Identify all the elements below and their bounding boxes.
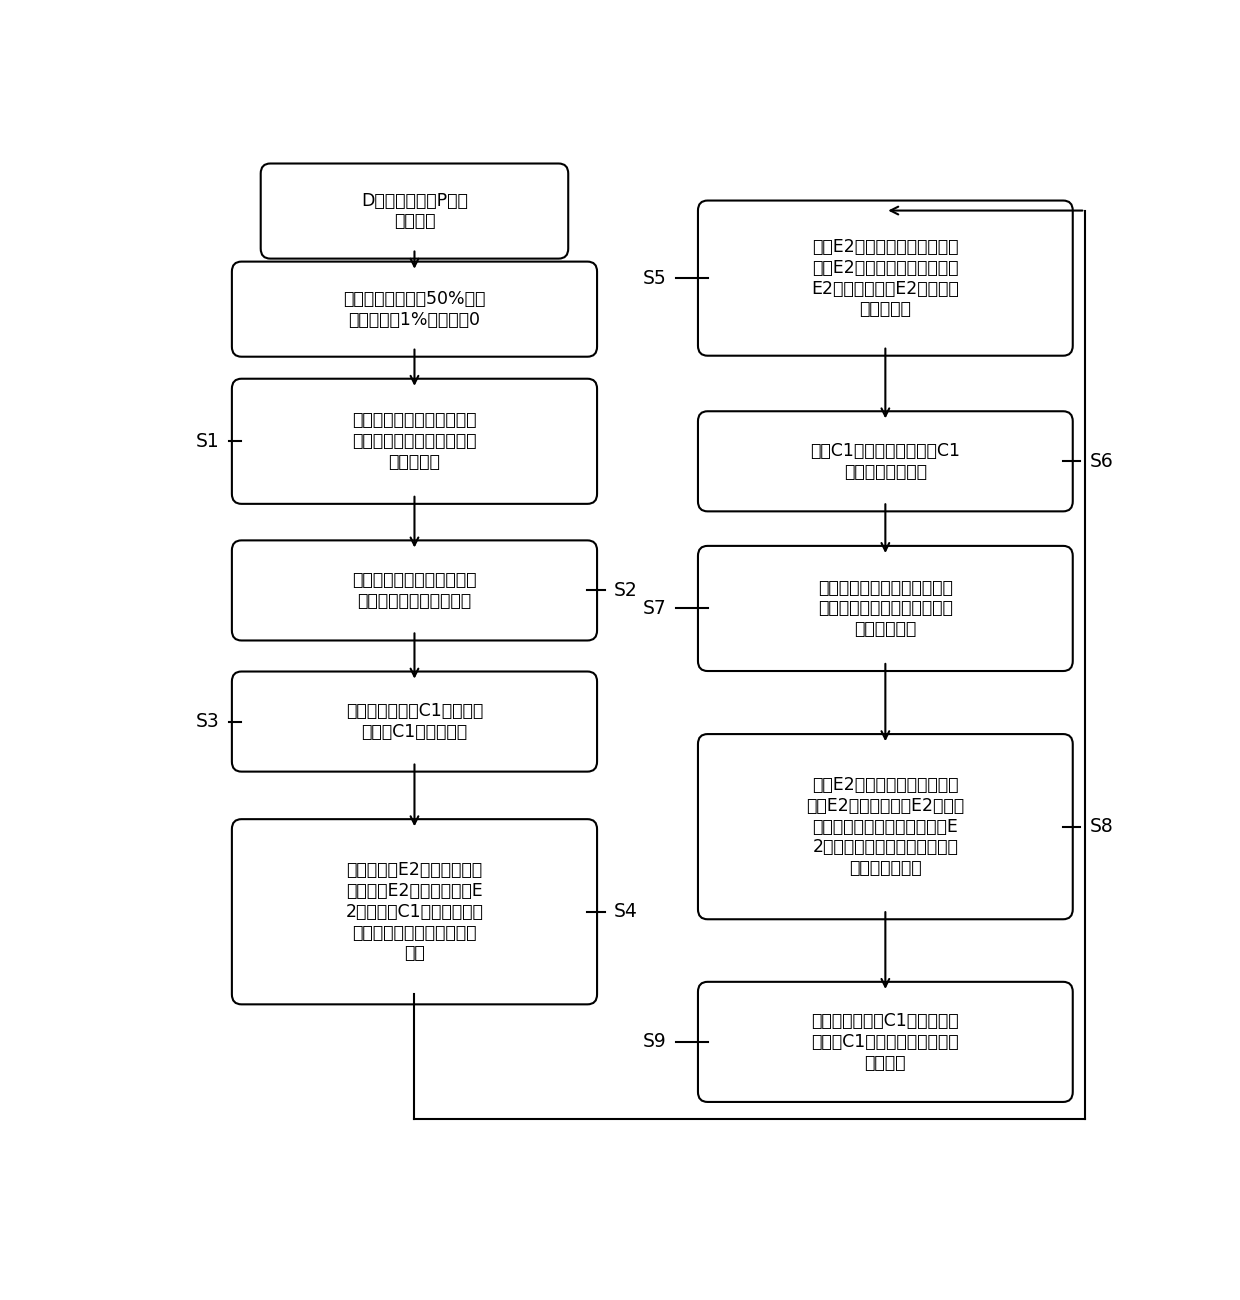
FancyBboxPatch shape bbox=[698, 982, 1073, 1102]
Text: 油门踏板开度大于50%或电
池电量小于1%或车速为0: 油门踏板开度大于50%或电 池电量小于1%或车速为0 bbox=[343, 290, 486, 329]
FancyBboxPatch shape bbox=[698, 546, 1073, 671]
FancyBboxPatch shape bbox=[698, 411, 1073, 511]
Text: 发送E2电机第一扭矩请求曲线
值至E2电机控制器，快速降低
E2电机扭矩，待E2电机扭矩
低于预设值: 发送E2电机第一扭矩请求曲线 值至E2电机控制器，快速降低 E2电机扭矩，待E2… bbox=[811, 238, 960, 318]
FancyBboxPatch shape bbox=[232, 541, 596, 641]
Text: S1: S1 bbox=[196, 432, 219, 451]
Text: S7: S7 bbox=[642, 599, 667, 618]
Text: 发送转速请求阀值至油泵电
机控制器，待油泵电机转速
大于预设值: 发送转速请求阀值至油泵电 机控制器，待油泵电机转速 大于预设值 bbox=[352, 412, 476, 471]
Text: 发送喷油点火命令至发动机控
制器，执行喷油点火命令，待
喷油点火成功: 发送喷油点火命令至发动机控 制器，执行喷油点火命令，待 喷油点火成功 bbox=[818, 578, 952, 638]
Text: 发送大电机E2第一扭矩请求
曲线值至E2电机控制器，E
2电机通过C1离合器拖转发
动机，待发动机转速大于预
设值: 发送大电机E2第一扭矩请求 曲线值至E2电机控制器，E 2电机通过C1离合器拖转… bbox=[346, 861, 484, 962]
Text: 增大第二离合器C1调压阀电
流，待C1离合器闭合: 增大第二离合器C1调压阀电 流，待C1离合器闭合 bbox=[346, 702, 484, 741]
FancyBboxPatch shape bbox=[698, 734, 1073, 919]
Text: D档踩刹车或者P档，
车辆静止: D档踩刹车或者P档， 车辆静止 bbox=[361, 191, 467, 230]
Text: S4: S4 bbox=[614, 902, 637, 922]
Text: 增大主油路比例阀的电流，
待主油路压力大于预设值: 增大主油路比例阀的电流， 待主油路压力大于预设值 bbox=[352, 571, 476, 610]
FancyBboxPatch shape bbox=[260, 164, 568, 259]
FancyBboxPatch shape bbox=[698, 200, 1073, 356]
Text: S2: S2 bbox=[614, 581, 637, 599]
FancyBboxPatch shape bbox=[232, 819, 596, 1005]
Text: 降低C1调压阀电流，控制C1
恢复至接触点状态: 降低C1调压阀电流，控制C1 恢复至接触点状态 bbox=[811, 442, 960, 481]
FancyBboxPatch shape bbox=[232, 378, 596, 504]
Text: S6: S6 bbox=[1090, 452, 1114, 471]
Text: 整车控制器增大C1调压阀电流
，直至C1闭合，车辆进入混合
动力工况: 整车控制器增大C1调压阀电流 ，直至C1闭合，车辆进入混合 动力工况 bbox=[811, 1013, 960, 1071]
Text: 发送E2电机第二扭矩请求曲线
值至E2电机控制器，E2电机在
空载情况下迅速提升转速，待E
2电机转速与发动机转速差的绝
对值低于预设值: 发送E2电机第二扭矩请求曲线 值至E2电机控制器，E2电机在 空载情况下迅速提升… bbox=[806, 776, 965, 878]
Text: S9: S9 bbox=[642, 1032, 667, 1052]
Text: S8: S8 bbox=[1090, 818, 1114, 836]
FancyBboxPatch shape bbox=[232, 672, 596, 772]
Text: S3: S3 bbox=[196, 712, 219, 731]
Text: S5: S5 bbox=[642, 269, 667, 287]
FancyBboxPatch shape bbox=[232, 261, 596, 356]
